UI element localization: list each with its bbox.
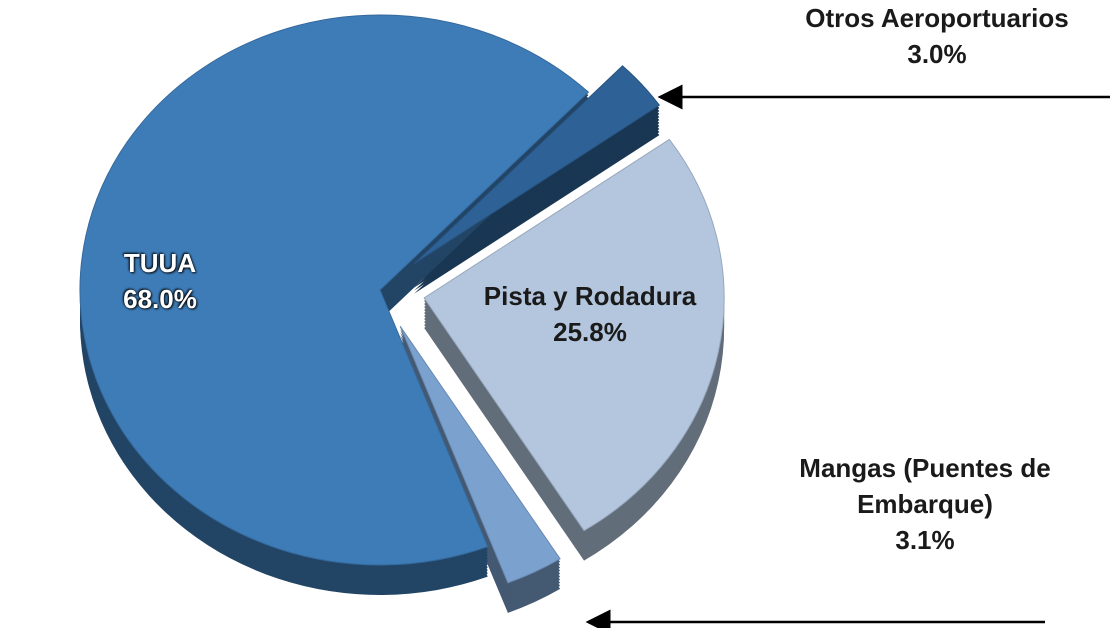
slice [423,138,725,532]
label-name: Otros Aeroportuarios [805,3,1069,33]
slice-label: Otros Aeroportuarios 3.0% [737,0,1110,72]
label-name: TUUA [123,248,197,278]
slice-label: TUUA 68.0% [60,245,260,317]
label-value: 3.1% [895,525,955,555]
label-value: 25.8% [553,317,627,347]
slice [79,14,590,566]
slice-label: Mangas (Puentes de Embarque) 3.1% [765,450,1085,558]
label-name: Pista y Rodadura [483,281,697,311]
slice-label: Pista y Rodadura 25.8% [440,278,740,350]
slice [399,325,561,584]
label-value: 68.0% [123,284,197,314]
label-value: 3.0% [907,39,967,69]
label-name: Mangas (Puentes de Embarque) [799,453,1051,519]
